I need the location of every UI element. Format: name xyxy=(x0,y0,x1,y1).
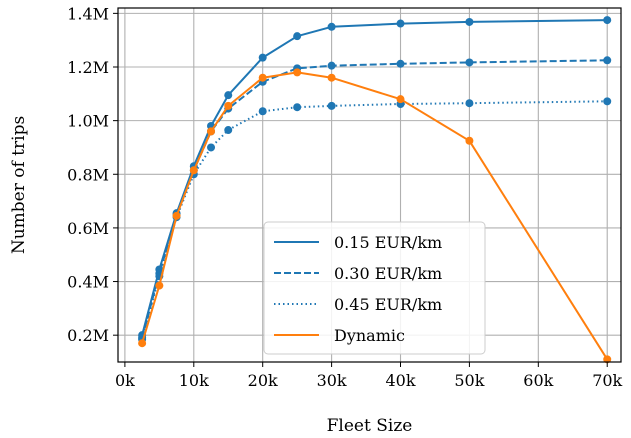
x-tick-label: 20k xyxy=(248,371,278,390)
x-tick-label: 60k xyxy=(523,371,553,390)
data-point xyxy=(465,99,474,108)
plot-frame xyxy=(117,7,622,363)
legend-item: 0.15 EUR/km xyxy=(274,233,442,252)
data-point xyxy=(293,103,302,112)
series-line xyxy=(141,59,608,339)
data-point xyxy=(465,17,474,26)
data-point xyxy=(189,166,198,175)
x-tick-label: 30k xyxy=(317,371,347,390)
data-point xyxy=(396,95,405,104)
y-tick-label: 0.2M xyxy=(67,326,109,345)
data-point xyxy=(396,59,405,68)
legend-label: 0.15 EUR/km xyxy=(334,233,442,252)
data-point xyxy=(258,73,267,82)
data-point xyxy=(327,73,336,82)
data-point xyxy=(224,126,233,135)
y-tick-label: 0.6M xyxy=(67,219,109,238)
data-point xyxy=(207,127,216,136)
data-point xyxy=(258,107,267,116)
data-point xyxy=(465,58,474,67)
data-point xyxy=(603,97,612,106)
legend-item: Dynamic xyxy=(274,326,405,345)
data-point xyxy=(293,68,302,77)
series-4 xyxy=(138,68,612,364)
legend-item: 0.45 EUR/km xyxy=(274,295,442,314)
data-point xyxy=(258,53,267,62)
series-line xyxy=(141,71,609,360)
x-tick-label: 40k xyxy=(385,371,415,390)
data-point xyxy=(327,101,336,110)
x-tick-label: 0k xyxy=(115,371,135,390)
data-point xyxy=(172,211,181,220)
legend: 0.15 EUR/km 0.30 EUR/km 0.45 EUR/km Dynamic xyxy=(263,221,486,355)
data-point xyxy=(207,143,216,152)
y-tick-label: 0.8M xyxy=(67,165,109,184)
series-layer xyxy=(138,16,612,364)
data-point xyxy=(603,56,612,65)
y-tick-label: 1.4M xyxy=(67,4,109,23)
data-point xyxy=(327,61,336,70)
data-point xyxy=(603,355,612,364)
data-point xyxy=(603,16,612,25)
data-point xyxy=(155,281,164,290)
legend-label: Dynamic xyxy=(334,326,405,345)
data-point xyxy=(465,136,474,145)
x-tick-label: 70k xyxy=(592,371,622,390)
x-tick-label: 50k xyxy=(454,371,484,390)
data-point xyxy=(396,19,405,28)
x-tick-label: 10k xyxy=(179,371,209,390)
data-point xyxy=(293,32,302,41)
legend-item: 0.30 EUR/km xyxy=(274,264,442,283)
series-line xyxy=(141,19,608,336)
legend-box xyxy=(263,221,486,355)
data-point xyxy=(327,22,336,31)
x-axis: 0k 10k 20k 30k 40k 50k 60k 70k xyxy=(115,362,623,390)
y-axis-label: Number of trips xyxy=(9,116,29,254)
y-tick-label: 1.2M xyxy=(67,58,109,77)
data-point xyxy=(224,101,233,110)
x-axis-label: Fleet Size xyxy=(327,416,413,436)
y-tick-label: 1.0M xyxy=(67,112,109,131)
grid-lines xyxy=(118,8,621,362)
y-axis: 0.2M 0.4M 0.6M 0.8M 1.0M 1.2M 1.4M xyxy=(67,4,118,345)
data-point xyxy=(224,91,233,100)
legend-label: 0.45 EUR/km xyxy=(334,295,442,314)
y-tick-label: 0.4M xyxy=(67,273,109,292)
legend-label: 0.30 EUR/km xyxy=(334,264,442,283)
data-point xyxy=(138,339,147,348)
